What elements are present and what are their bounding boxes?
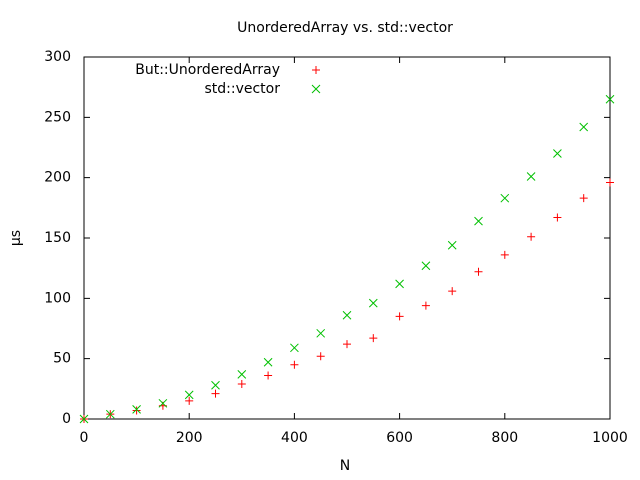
point (105, 409, 115, 419)
point (447, 240, 457, 250)
x-tick-label: 800 (491, 430, 518, 446)
point (132, 406, 141, 415)
point (606, 178, 614, 187)
point (290, 343, 299, 353)
point (237, 369, 247, 379)
point (211, 389, 220, 398)
point (448, 287, 457, 296)
legend-label: std::vector (204, 81, 280, 97)
x-axis-label: N (340, 458, 350, 474)
point (290, 360, 299, 369)
point (579, 194, 588, 203)
chart-title: UnorderedArray vs. std::vector (237, 20, 453, 36)
y-tick-label: 150 (44, 230, 71, 246)
point (421, 261, 431, 271)
y-tick-label: 300 (44, 49, 71, 65)
point (158, 398, 168, 408)
point (342, 310, 352, 320)
x-tick-label: 400 (281, 430, 308, 446)
point (474, 216, 483, 226)
y-tick-label: 50 (53, 351, 71, 367)
x-tick-label: 200 (176, 430, 203, 446)
point (395, 312, 404, 321)
point (553, 149, 562, 158)
point (79, 414, 89, 424)
point (368, 298, 378, 308)
point (579, 122, 589, 132)
x-tick-label: 0 (80, 430, 89, 446)
legend-marker (312, 66, 320, 74)
point (316, 328, 326, 338)
x-tick-label: 600 (386, 430, 413, 446)
point (474, 267, 483, 276)
point (395, 279, 404, 289)
point (132, 404, 141, 414)
point (211, 380, 220, 390)
point (237, 380, 246, 389)
point (369, 334, 378, 343)
y-axis-label: µs (8, 230, 24, 246)
point (605, 94, 615, 104)
y-tick-label: 0 (62, 411, 71, 427)
x-tick-label: 1000 (592, 430, 628, 446)
point (264, 371, 273, 380)
legend-label: But::UnorderedArray (135, 62, 280, 78)
point (500, 250, 509, 259)
point (316, 352, 325, 361)
point (343, 340, 351, 349)
point (185, 396, 194, 405)
point (263, 357, 273, 367)
point (526, 172, 536, 181)
point (421, 301, 430, 310)
y-tick-label: 200 (44, 170, 71, 186)
y-tick-label: 250 (44, 109, 71, 125)
point (184, 390, 194, 400)
point (527, 232, 536, 241)
legend-marker (311, 84, 321, 94)
y-tick-label: 100 (44, 290, 71, 306)
point (553, 213, 562, 222)
point (500, 193, 510, 203)
